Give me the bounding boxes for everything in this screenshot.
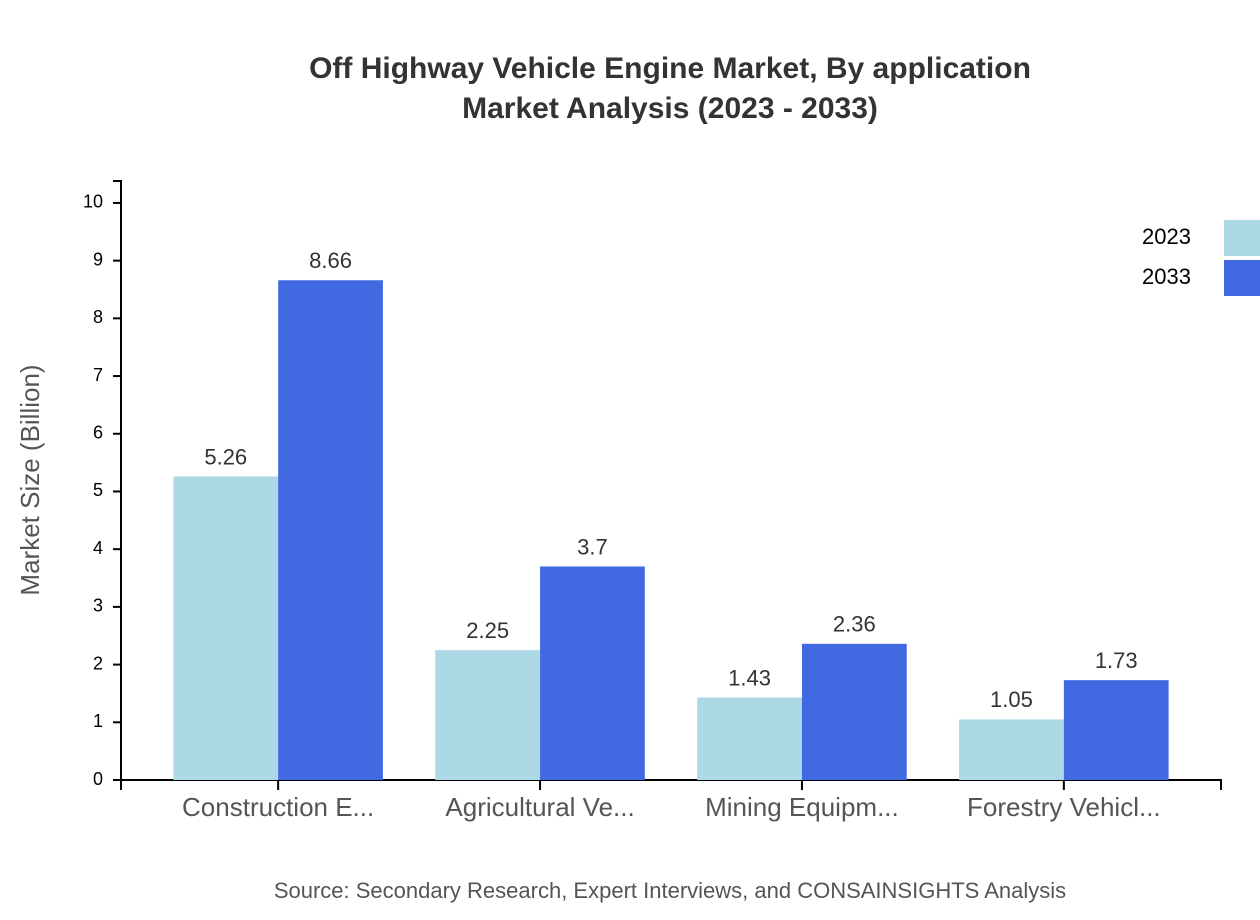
value-label: 1.43 [728,665,771,690]
bar [1063,680,1169,780]
y-tick-label: 10 [83,192,103,212]
value-label: 2.36 [833,612,876,637]
value-label: 3.7 [577,534,608,559]
bar [697,697,802,780]
value-label: 1.73 [1095,648,1138,673]
x-tick-label: Forestry Vehicl... [967,792,1161,822]
y-tick-label: 4 [93,538,103,558]
bar [435,650,541,780]
bar [801,643,907,780]
legend-label: 2023 [1142,224,1191,249]
y-tick-label: 3 [93,596,103,616]
value-label: 2.25 [466,618,509,643]
value-label: 1.05 [990,687,1033,712]
source-note: Source: Secondary Research, Expert Inter… [274,878,1066,903]
y-tick-label: 8 [93,307,103,327]
y-tick-label: 9 [93,249,103,269]
y-tick-label: 1 [93,711,103,731]
x-tick-label: Mining Equipm... [705,792,899,822]
y-axis [113,180,122,780]
y-tick-label: 0 [93,769,103,789]
bar [278,280,383,780]
legend-label: 2033 [1142,264,1191,289]
y-axis-label: Market Size (Billion) [15,364,45,595]
value-label: 5.26 [204,444,247,469]
y-tick-label: 7 [93,365,103,385]
chart-subtitle: Market Analysis (2023 - 2033) [462,92,878,125]
bar [173,476,279,780]
bar [540,566,645,780]
x-tick-label: Construction E... [182,792,374,822]
value-label: 8.66 [309,248,352,273]
bar [959,719,1064,780]
y-tick-label: 5 [93,480,103,500]
y-tick-label: 2 [93,653,103,673]
legend-swatch [1224,260,1260,296]
y-tick-label: 6 [93,423,103,443]
x-axis [120,779,1222,790]
chart-title: Off Highway Vehicle Engine Market, By ap… [309,52,1031,85]
x-tick-label: Agricultural Ve... [445,792,634,822]
legend-swatch [1224,220,1260,256]
